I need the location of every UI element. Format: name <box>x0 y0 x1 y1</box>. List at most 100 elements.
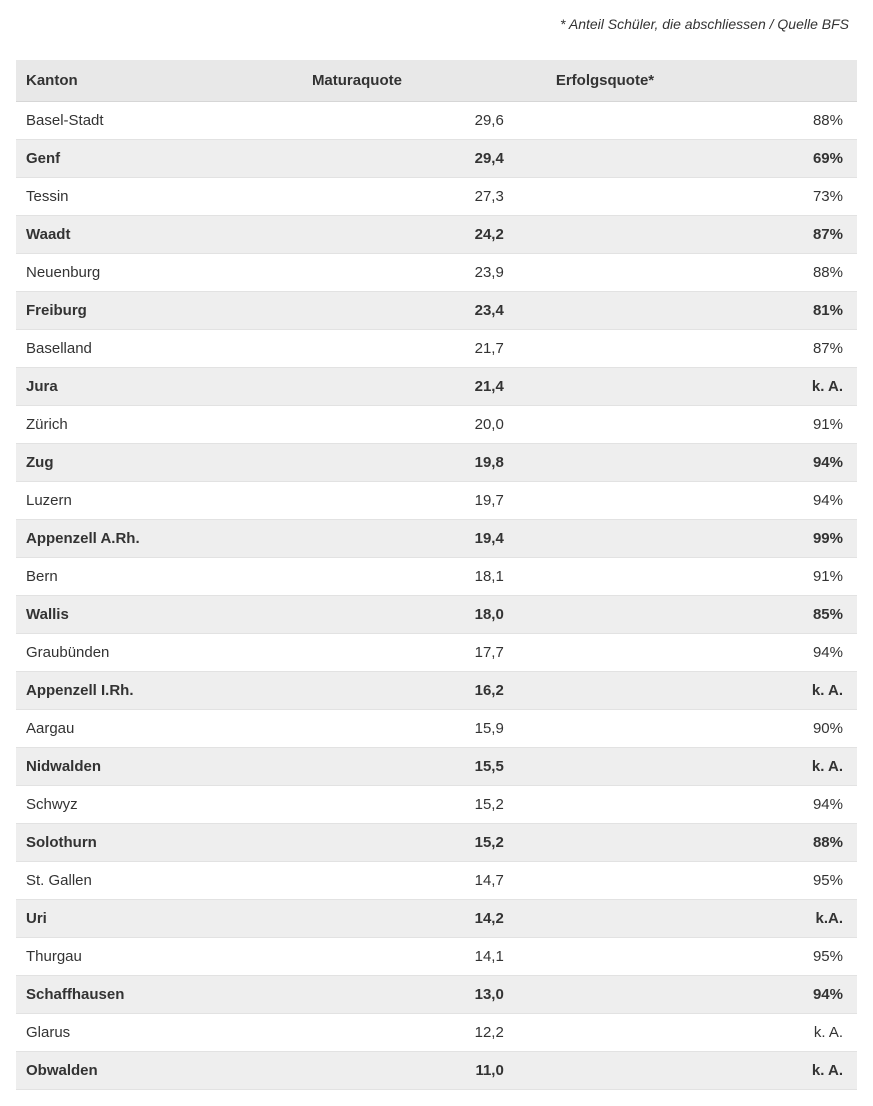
cell-kanton: Graubünden <box>16 634 302 672</box>
table-body: Basel-Stadt29,688%Genf29,469%Tessin27,37… <box>16 102 857 1090</box>
table-row: Zürich20,091% <box>16 406 857 444</box>
table-row: Baselland21,787% <box>16 330 857 368</box>
cell-matura: 19,8 <box>302 444 546 482</box>
table-row: Solothurn15,288% <box>16 824 857 862</box>
col-header-matura: Maturaquote <box>302 60 546 102</box>
cell-matura: 14,7 <box>302 862 546 900</box>
table-row: Thurgau14,195% <box>16 938 857 976</box>
table-row: Nidwalden15,5k. A. <box>16 748 857 786</box>
cell-erfolg: 95% <box>546 938 857 976</box>
cell-matura: 27,3 <box>302 178 546 216</box>
cell-erfolg: 88% <box>546 102 857 140</box>
cell-matura: 20,0 <box>302 406 546 444</box>
cell-erfolg: 91% <box>546 558 857 596</box>
cell-matura: 21,4 <box>302 368 546 406</box>
cell-erfolg: 81% <box>546 292 857 330</box>
cell-erfolg: k. A. <box>546 1052 857 1090</box>
table-row: Appenzell A.Rh.19,499% <box>16 520 857 558</box>
cell-kanton: Jura <box>16 368 302 406</box>
table-row: Genf29,469% <box>16 140 857 178</box>
cell-erfolg: 94% <box>546 786 857 824</box>
cell-matura: 15,2 <box>302 786 546 824</box>
cell-kanton: Tessin <box>16 178 302 216</box>
cell-erfolg: 94% <box>546 634 857 672</box>
table-row: Neuenburg23,988% <box>16 254 857 292</box>
cell-matura: 17,7 <box>302 634 546 672</box>
cell-kanton: Zürich <box>16 406 302 444</box>
table-row: Bern18,191% <box>16 558 857 596</box>
cell-matura: 18,0 <box>302 596 546 634</box>
cell-erfolg: k. A. <box>546 672 857 710</box>
cell-matura: 29,6 <box>302 102 546 140</box>
table-row: Freiburg23,481% <box>16 292 857 330</box>
cell-matura: 29,4 <box>302 140 546 178</box>
cell-kanton: Schaffhausen <box>16 976 302 1014</box>
cell-matura: 15,9 <box>302 710 546 748</box>
cell-matura: 16,2 <box>302 672 546 710</box>
table-row: Uri14,2k.A. <box>16 900 857 938</box>
cell-matura: 19,4 <box>302 520 546 558</box>
table-row: Graubünden17,794% <box>16 634 857 672</box>
cell-matura: 21,7 <box>302 330 546 368</box>
cell-matura: 23,4 <box>302 292 546 330</box>
table-row: Aargau15,990% <box>16 710 857 748</box>
cell-kanton: Bern <box>16 558 302 596</box>
cell-kanton: Wallis <box>16 596 302 634</box>
cell-erfolg: 88% <box>546 824 857 862</box>
table-row: St. Gallen14,795% <box>16 862 857 900</box>
cell-erfolg: 95% <box>546 862 857 900</box>
cell-kanton: Obwalden <box>16 1052 302 1090</box>
cell-matura: 12,2 <box>302 1014 546 1052</box>
cell-erfolg: 99% <box>546 520 857 558</box>
cell-kanton: Baselland <box>16 330 302 368</box>
cell-erfolg: 73% <box>546 178 857 216</box>
cell-erfolg: k. A. <box>546 1014 857 1052</box>
table-row: Schaffhausen13,094% <box>16 976 857 1014</box>
cell-matura: 15,5 <box>302 748 546 786</box>
cell-kanton: Luzern <box>16 482 302 520</box>
col-header-erfolg: Erfolgsquote* <box>546 60 857 102</box>
cell-erfolg: 85% <box>546 596 857 634</box>
kanton-table: Kanton Maturaquote Erfolgsquote* Basel-S… <box>16 60 857 1090</box>
cell-erfolg: 87% <box>546 330 857 368</box>
cell-kanton: Freiburg <box>16 292 302 330</box>
cell-erfolg: 90% <box>546 710 857 748</box>
cell-kanton: Thurgau <box>16 938 302 976</box>
cell-kanton: Uri <box>16 900 302 938</box>
cell-kanton: Genf <box>16 140 302 178</box>
cell-kanton: Aargau <box>16 710 302 748</box>
cell-erfolg: 87% <box>546 216 857 254</box>
cell-erfolg: 69% <box>546 140 857 178</box>
cell-matura: 15,2 <box>302 824 546 862</box>
col-header-kanton: Kanton <box>16 60 302 102</box>
cell-matura: 23,9 <box>302 254 546 292</box>
cell-matura: 14,2 <box>302 900 546 938</box>
cell-erfolg: k. A. <box>546 748 857 786</box>
table-row: Zug19,894% <box>16 444 857 482</box>
table-header-row: Kanton Maturaquote Erfolgsquote* <box>16 60 857 102</box>
cell-kanton: Schwyz <box>16 786 302 824</box>
cell-kanton: Nidwalden <box>16 748 302 786</box>
cell-kanton: Appenzell I.Rh. <box>16 672 302 710</box>
cell-erfolg: k.A. <box>546 900 857 938</box>
cell-erfolg: 94% <box>546 976 857 1014</box>
cell-matura: 18,1 <box>302 558 546 596</box>
cell-matura: 24,2 <box>302 216 546 254</box>
cell-kanton: Glarus <box>16 1014 302 1052</box>
table-row: Jura21,4k. A. <box>16 368 857 406</box>
cell-kanton: Waadt <box>16 216 302 254</box>
cell-matura: 14,1 <box>302 938 546 976</box>
table-row: Waadt24,287% <box>16 216 857 254</box>
cell-erfolg: 94% <box>546 444 857 482</box>
footnote: * Anteil Schüler, die abschliessen / Que… <box>16 16 849 32</box>
cell-erfolg: 91% <box>546 406 857 444</box>
cell-erfolg: 94% <box>546 482 857 520</box>
cell-kanton: Neuenburg <box>16 254 302 292</box>
table-row: Glarus12,2k. A. <box>16 1014 857 1052</box>
cell-matura: 11,0 <box>302 1052 546 1090</box>
cell-matura: 13,0 <box>302 976 546 1014</box>
table-row: Tessin27,373% <box>16 178 857 216</box>
cell-matura: 19,7 <box>302 482 546 520</box>
table-row: Wallis18,085% <box>16 596 857 634</box>
cell-erfolg: k. A. <box>546 368 857 406</box>
